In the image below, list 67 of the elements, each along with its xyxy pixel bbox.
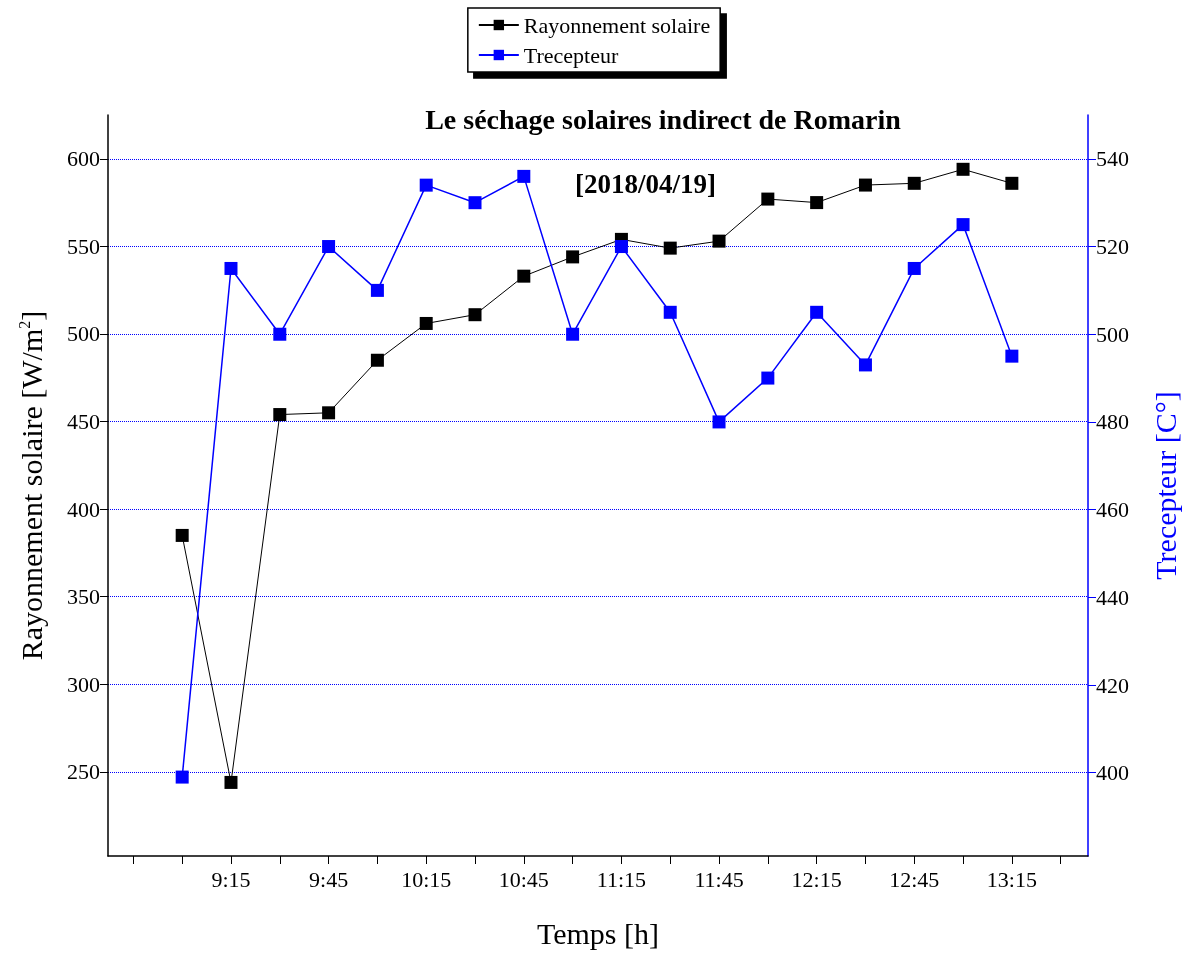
y-tick-label: 300 — [67, 671, 100, 697]
point — [712, 415, 726, 429]
point — [1005, 349, 1019, 363]
x-tick-label: 10:15 — [401, 866, 452, 892]
y-tick-label: 500 — [67, 321, 100, 347]
x-tick-label: 9:15 — [211, 866, 251, 892]
point — [858, 358, 872, 372]
point — [614, 240, 628, 254]
x-tick-label: 12:15 — [791, 866, 842, 892]
point — [810, 305, 824, 319]
legend-label: Rayonnement solaire — [523, 12, 711, 38]
point — [468, 308, 482, 322]
x-tick-label: 10:45 — [498, 866, 549, 892]
y-axis-title: Rayonnement solaire [W/m2] — [14, 310, 48, 661]
x-tick-label: 11:15 — [596, 866, 647, 892]
y-tick-label: 350 — [67, 584, 100, 610]
y2-tick-label: 540 — [1096, 146, 1129, 172]
point — [273, 327, 287, 341]
point — [956, 162, 970, 176]
point — [566, 327, 580, 341]
y2-tick-label: 440 — [1096, 584, 1129, 610]
x-tick-label: 9:45 — [309, 866, 349, 892]
point — [419, 178, 433, 192]
point — [175, 770, 189, 784]
point — [273, 408, 287, 422]
y-tick-label: 450 — [67, 409, 100, 435]
point — [663, 241, 677, 255]
chart-title: Le séchage solaires indirect de Romarin — [425, 103, 902, 135]
point — [712, 234, 726, 248]
y2-tick-label: 480 — [1096, 409, 1129, 435]
y-tick-label: 600 — [67, 146, 100, 172]
annotation: [2018/04/19] — [575, 168, 716, 199]
y-tick-label: 400 — [67, 496, 100, 522]
y2-tick-label: 400 — [1096, 760, 1129, 786]
point — [322, 406, 336, 420]
y-tick-label: 250 — [67, 759, 100, 785]
x-tick-label: 13:15 — [986, 866, 1037, 892]
point — [175, 528, 189, 542]
point — [419, 316, 433, 330]
y2-axis-title: Trecepteur [C°] — [1148, 391, 1182, 580]
point — [907, 176, 921, 190]
point — [907, 261, 921, 275]
x-axis-title: Temps [h] — [536, 916, 660, 950]
point — [1005, 176, 1019, 190]
point — [370, 283, 384, 297]
x-tick-label: 11:45 — [694, 866, 744, 892]
y2-tick-label: 420 — [1096, 672, 1129, 698]
point — [517, 169, 531, 183]
point — [956, 218, 970, 232]
x-tick-label: 12:45 — [889, 866, 940, 892]
point — [761, 371, 775, 385]
y2-tick-label: 520 — [1096, 234, 1129, 260]
point — [224, 775, 238, 789]
legend-label: Trecepteur — [523, 42, 619, 68]
y2-tick-label: 460 — [1096, 497, 1129, 523]
point — [566, 250, 580, 264]
point — [810, 196, 824, 210]
y2-tick-label: 500 — [1096, 321, 1129, 347]
y-tick-label: 550 — [67, 233, 100, 259]
point — [761, 192, 775, 206]
point — [517, 269, 531, 283]
point — [370, 353, 384, 367]
point — [224, 261, 238, 275]
point — [663, 305, 677, 319]
point — [322, 240, 336, 254]
point — [468, 196, 482, 210]
point — [858, 178, 872, 192]
